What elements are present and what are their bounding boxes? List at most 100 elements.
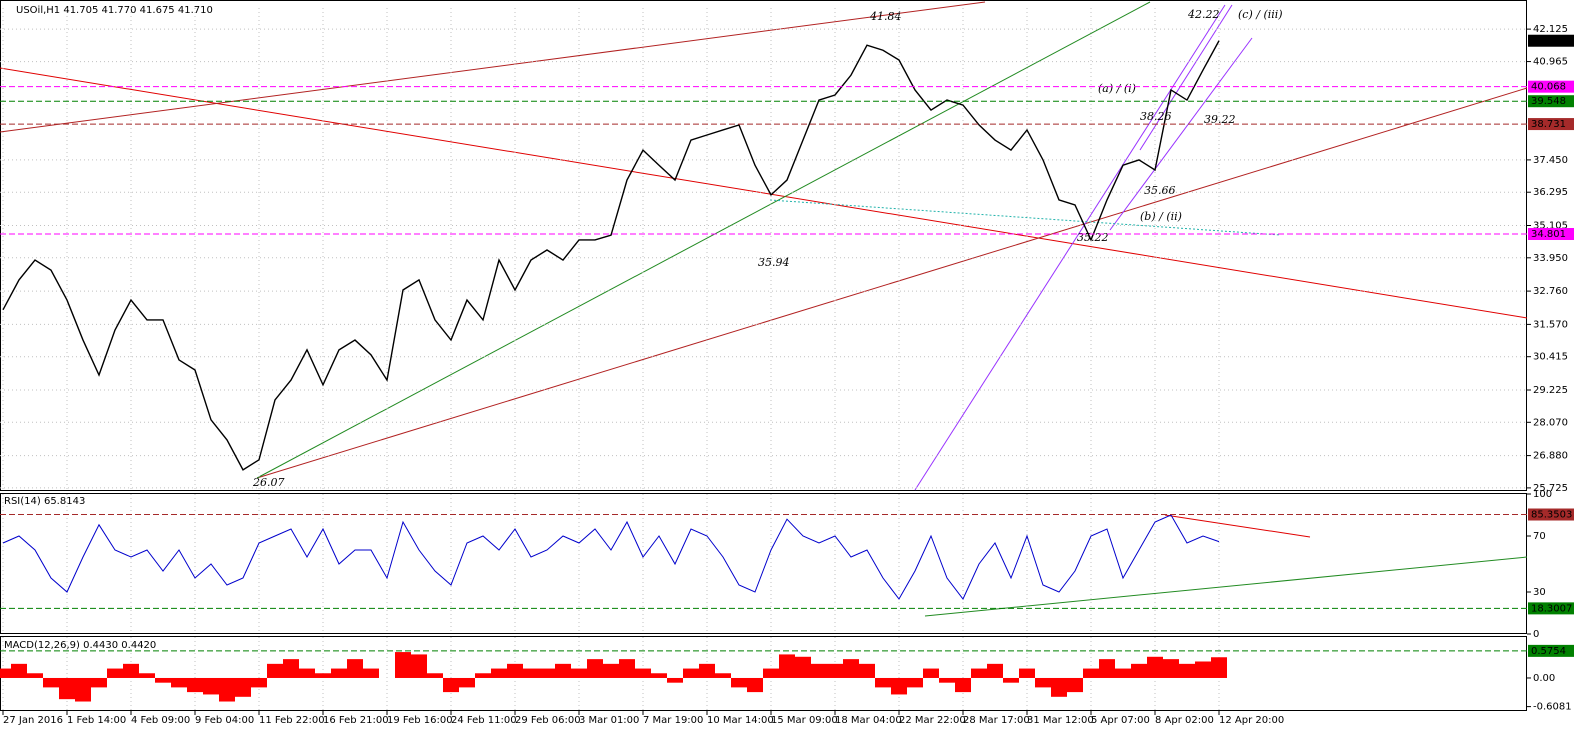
macd-bar [555, 663, 571, 678]
x-tick-label: 3 Mar 01:00 [579, 715, 639, 726]
price-label: 41.710 [1531, 36, 1566, 47]
macd-bar [299, 668, 315, 678]
x-tick-label: 5 Apr 07:00 [1091, 715, 1150, 726]
y-tick-label: 32.760 [1533, 286, 1568, 297]
macd-bar [635, 668, 651, 678]
level-label: 40.068 [1531, 82, 1566, 93]
macd-bar [859, 663, 875, 678]
macd-bar [939, 677, 955, 683]
macd-bar [619, 659, 635, 678]
trendline [769, 199, 1281, 236]
y-tick-label: 0.00 [1533, 673, 1555, 684]
y-tick-label: 31.570 [1533, 319, 1568, 330]
annotation: 35.22 [1077, 231, 1109, 244]
x-tick-label: 1 Feb 14:00 [67, 715, 126, 726]
y-tick-label: 100 [1533, 489, 1552, 500]
level-label: 85.3503 [1531, 510, 1572, 521]
macd-bar [155, 677, 171, 683]
level-box [1528, 602, 1574, 615]
macd-bar [0, 668, 11, 678]
x-tick-label: 4 Feb 09:00 [131, 715, 190, 726]
price-line [2, 40, 1220, 471]
macd-bar [1163, 659, 1179, 678]
y-tick-label: 42.125 [1533, 24, 1568, 35]
x-tick-label: 22 Mar 22:00 [899, 715, 966, 726]
macd-bar [1179, 663, 1195, 678]
x-tick-label: 31 Mar 12:00 [1027, 715, 1094, 726]
macd-bar [891, 677, 907, 695]
level-box [1528, 228, 1574, 241]
x-tick-label: 16 Feb 21:00 [323, 715, 389, 726]
macd-bar [347, 659, 363, 678]
macd-bar [187, 677, 203, 693]
level-box [1528, 118, 1574, 131]
annotation: 39.22 [1204, 113, 1236, 126]
macd-bar [395, 652, 411, 678]
trendline [924, 556, 1528, 617]
macd-bar [123, 663, 139, 678]
macd-bar [587, 659, 603, 678]
rsi-title: RSI(14) 65.8143 [4, 496, 85, 507]
macd-bar [1035, 677, 1051, 688]
x-tick-label: 18 Mar 04:00 [835, 715, 902, 726]
annotation: 26.07 [252, 476, 285, 489]
y-tick-label: 0 [1533, 629, 1539, 640]
y-tick-label: 36.295 [1533, 187, 1568, 198]
macd-bar [1195, 661, 1211, 678]
price-box [1528, 34, 1574, 47]
y-tick-label: 70 [1533, 531, 1546, 542]
macd-bar [507, 663, 523, 678]
x-tick-label: 27 Jan 2016 [3, 715, 63, 726]
macd-bar [539, 668, 555, 678]
x-tick-label: 10 Mar 14:00 [707, 715, 774, 726]
macd-bar [27, 673, 43, 678]
y-tick-label: 40.965 [1533, 57, 1568, 68]
x-tick-label: 8 Apr 02:00 [1155, 715, 1214, 726]
trendline [1164, 514, 1311, 538]
level-label: 38.731 [1531, 119, 1566, 130]
y-tick-label: 30 [1533, 587, 1546, 598]
macd-bar [683, 668, 699, 678]
y-tick-label: 28.070 [1533, 417, 1568, 428]
macd-bar [923, 668, 939, 678]
x-tick-label: 24 Feb 11:00 [451, 715, 517, 726]
y-tick-label: 35.105 [1533, 221, 1568, 232]
y-tick-label: 30.415 [1533, 352, 1568, 363]
macd-bar [43, 677, 59, 688]
annotation: (a) / (i) [1098, 82, 1136, 95]
x-tick-label: 7 Mar 19:00 [643, 715, 703, 726]
macd-bar [1099, 659, 1115, 678]
macd-bar [411, 654, 427, 678]
macd-bar [1051, 677, 1067, 697]
trendlines [0, 1, 1528, 617]
macd-bar [811, 663, 827, 678]
macd-bar [363, 668, 379, 678]
macd-bar [427, 673, 443, 678]
annotation: (b) / (ii) [1140, 210, 1182, 223]
macd-bar [603, 663, 619, 678]
y-tick-label: 29.225 [1533, 385, 1568, 396]
macd-bar [11, 663, 27, 678]
annotation: 42.22 [1187, 8, 1220, 21]
macd-bar [763, 668, 779, 678]
macd-bar [955, 677, 971, 693]
macd-bar [75, 677, 91, 702]
macd-bar [91, 677, 107, 688]
trendline [256, 87, 1528, 479]
y-tick-label: -0.6081 [1533, 702, 1572, 713]
x-tick-label: 29 Feb 06:00 [515, 715, 581, 726]
level-box [1528, 644, 1574, 657]
macd-bar [1083, 668, 1099, 678]
level-label: 18.3007 [1531, 603, 1572, 614]
macd-bar [315, 673, 331, 678]
macd-bar [203, 677, 219, 695]
macd-bar [443, 677, 459, 693]
trendline [256, 1, 1151, 479]
y-tick-label: 33.950 [1533, 253, 1568, 264]
level-box [1528, 508, 1574, 521]
annotation: 35.66 [1144, 184, 1176, 197]
price-panel [0, 0, 1527, 491]
rsi-panel [0, 493, 1527, 634]
x-tick-label: 12 Apr 20:00 [1219, 715, 1284, 726]
